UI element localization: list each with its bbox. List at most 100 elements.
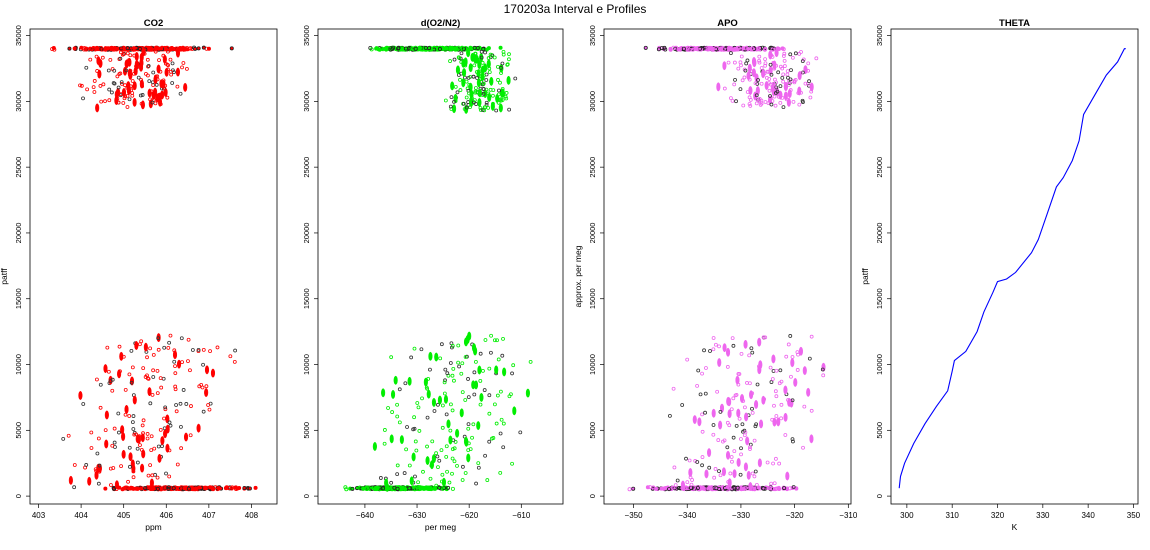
data-point <box>131 414 136 418</box>
data-point <box>127 372 132 377</box>
data-point <box>476 78 481 88</box>
data-point <box>741 399 746 403</box>
data-point <box>755 82 760 86</box>
data-point <box>774 368 779 373</box>
y-tick-label: 0 <box>875 494 884 498</box>
data-point <box>149 478 154 488</box>
data-point <box>711 423 716 427</box>
data-point <box>464 79 469 84</box>
data-point <box>156 64 161 74</box>
data-point <box>729 407 734 412</box>
data-point <box>746 46 751 51</box>
data-point <box>209 485 214 490</box>
data-point <box>153 49 158 54</box>
x-tick-label: 405 <box>117 511 131 520</box>
data-point <box>186 337 191 342</box>
data-point <box>392 485 397 490</box>
data-point <box>440 472 445 477</box>
data-point <box>492 338 497 343</box>
data-point <box>366 485 371 490</box>
plot-frame <box>890 28 1139 505</box>
data-point <box>784 354 789 359</box>
data-point <box>761 335 766 340</box>
data-point <box>708 349 712 353</box>
data-point <box>744 61 749 66</box>
data-point <box>497 88 501 93</box>
data-point <box>462 68 467 78</box>
data-point <box>129 348 134 353</box>
data-point <box>750 485 755 490</box>
data-point <box>773 389 778 394</box>
x-tick-label: −630 <box>408 511 427 520</box>
data-point <box>114 96 119 105</box>
data-point <box>489 333 494 338</box>
data-point <box>166 487 171 492</box>
data-point <box>132 84 137 89</box>
data-point <box>132 432 137 437</box>
data-point <box>711 336 716 340</box>
data-point <box>141 486 146 491</box>
data-point <box>798 346 803 356</box>
y-tick-label: 5000 <box>588 422 597 439</box>
data-point <box>94 470 99 480</box>
data-point <box>403 381 408 386</box>
data-point <box>790 358 795 368</box>
data-point <box>742 75 747 80</box>
data-point <box>437 395 442 405</box>
data-point <box>507 107 512 112</box>
data-point <box>498 470 503 475</box>
data-point <box>754 422 759 427</box>
data-point <box>407 376 412 386</box>
data-point <box>66 433 71 438</box>
data-point <box>702 348 706 353</box>
data-point <box>424 385 429 390</box>
data-point <box>412 415 416 420</box>
data-point <box>802 404 807 409</box>
data-point <box>184 402 189 406</box>
data-point <box>114 480 119 490</box>
data-point <box>743 462 748 472</box>
data-point <box>172 350 178 360</box>
data-point <box>748 381 752 386</box>
data-point <box>126 81 131 91</box>
data-point <box>400 46 405 51</box>
data-point <box>778 84 783 89</box>
data-point <box>753 81 758 86</box>
data-point <box>771 61 776 65</box>
data-point <box>452 446 457 451</box>
y-tick-label: 30000 <box>302 91 311 112</box>
data-point <box>208 349 212 354</box>
data-point <box>162 86 167 91</box>
data-point <box>137 46 142 51</box>
data-point <box>448 428 453 433</box>
data-point <box>201 347 206 352</box>
data-point <box>96 436 101 441</box>
data-point <box>481 368 485 373</box>
data-point <box>483 50 487 55</box>
data-point <box>776 417 781 427</box>
data-point <box>168 333 173 338</box>
data-point <box>123 485 128 490</box>
data-point <box>727 409 732 419</box>
data-point <box>482 105 487 110</box>
data-point <box>768 50 773 60</box>
data-point <box>797 71 802 81</box>
data-point <box>800 59 805 64</box>
data-point <box>143 486 148 491</box>
data-point <box>146 473 151 478</box>
data-point <box>101 82 106 87</box>
data-point <box>803 81 808 86</box>
data-point <box>726 396 731 406</box>
data-point <box>417 485 422 490</box>
data-point <box>631 486 636 491</box>
data-point <box>158 69 163 74</box>
data-point <box>397 420 402 425</box>
data-point <box>721 439 725 444</box>
data-point <box>204 384 209 389</box>
data-point <box>473 51 478 56</box>
data-point <box>750 410 755 415</box>
data-point <box>145 57 150 62</box>
data-point <box>416 480 420 485</box>
data-point <box>498 431 503 436</box>
